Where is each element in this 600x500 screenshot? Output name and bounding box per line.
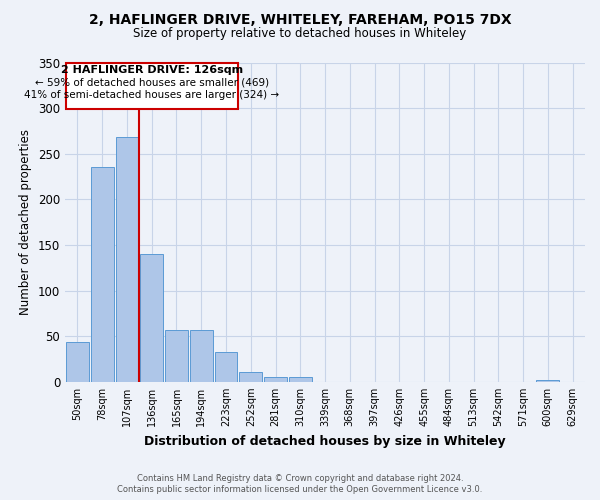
Text: 2 HAFLINGER DRIVE: 126sqm: 2 HAFLINGER DRIVE: 126sqm	[61, 65, 243, 75]
Text: 2, HAFLINGER DRIVE, WHITELEY, FAREHAM, PO15 7DX: 2, HAFLINGER DRIVE, WHITELEY, FAREHAM, P…	[89, 12, 511, 26]
Bar	[536, 380, 559, 382]
Bar	[215, 352, 238, 382]
Y-axis label: Number of detached properties: Number of detached properties	[19, 129, 32, 315]
Bar	[140, 254, 163, 382]
Bar	[165, 330, 188, 382]
Bar	[66, 342, 89, 382]
Text: ← 59% of detached houses are smaller (469): ← 59% of detached houses are smaller (46…	[35, 78, 269, 88]
Bar	[65, 62, 238, 109]
Bar	[239, 372, 262, 382]
Bar	[264, 377, 287, 382]
Text: Contains HM Land Registry data © Crown copyright and database right 2024.
Contai: Contains HM Land Registry data © Crown c…	[118, 474, 482, 494]
Bar	[190, 330, 212, 382]
Bar	[91, 166, 113, 382]
Text: 41% of semi-detached houses are larger (324) →: 41% of semi-detached houses are larger (…	[24, 90, 279, 101]
Bar	[116, 138, 139, 382]
Bar	[289, 377, 311, 382]
X-axis label: Distribution of detached houses by size in Whiteley: Distribution of detached houses by size …	[144, 434, 506, 448]
Text: Size of property relative to detached houses in Whiteley: Size of property relative to detached ho…	[133, 28, 467, 40]
